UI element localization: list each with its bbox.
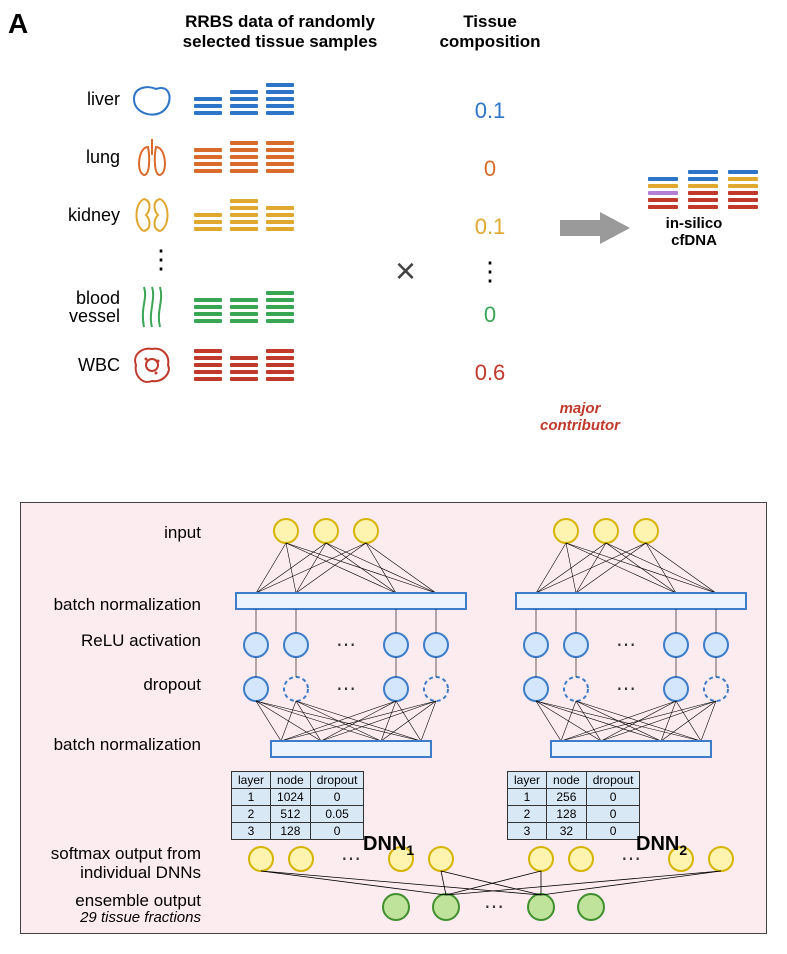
cfdna-label-1: in-silico	[666, 215, 723, 232]
label-relu: ReLU activation	[21, 631, 213, 651]
label-dropout: dropout	[21, 675, 213, 695]
label-softmax: softmax output from individual DNNs	[21, 845, 213, 882]
nn-diagram: ⋯⋯⋯⋯⋯⋯⋯	[216, 509, 756, 929]
svg-text:⋯: ⋯	[616, 678, 636, 700]
tissue-rows: liverlungkidney⋮bloodvesselWBC	[40, 70, 294, 394]
tissue-row: bloodvessel	[40, 278, 294, 336]
tissue-row: WBC	[40, 336, 294, 394]
blood-vessel-icon	[128, 283, 176, 331]
dnn1-spec-table: layernodedropout11024025120.0531280	[231, 771, 364, 840]
composition-column: 0.100.1⋮00.6	[455, 82, 525, 402]
tissue-row: kidney	[40, 186, 294, 244]
dnn1-name: DNN1	[363, 833, 414, 858]
major-contributor-note: majorcontributor	[530, 400, 630, 434]
liver-icon	[128, 75, 176, 123]
arrow-icon	[560, 210, 630, 246]
top-panel: RRBS data of randomly selected tissue sa…	[0, 0, 787, 502]
svg-text:⋯: ⋯	[336, 678, 356, 700]
label-ensemble: ensemble output	[21, 891, 213, 911]
multiply-symbol: ×	[395, 250, 416, 292]
dnn2-name: DNN2	[636, 833, 687, 858]
tissue-row: liver	[40, 70, 294, 128]
lung-icon	[128, 133, 176, 181]
label-bn2: batch normalization	[21, 735, 213, 755]
tissue-row: lung	[40, 128, 294, 186]
WBC-icon	[128, 341, 176, 389]
heading-rrbs: RRBS data of randomly selected tissue sa…	[170, 12, 390, 52]
label-input: input	[21, 523, 213, 543]
svg-text:⋯: ⋯	[616, 634, 636, 656]
heading-composition: Tissue composition	[420, 12, 560, 52]
cfdna-label-2: cfDNA	[671, 232, 717, 249]
label-ensemble-sub: 29 tissue fractions	[21, 909, 213, 926]
cfdna-result: in-silico cfDNA	[630, 170, 758, 249]
svg-text:⋯: ⋯	[484, 896, 504, 918]
kidney-icon	[128, 191, 176, 239]
dnn2-spec-table: layernodedropout12560212803320	[507, 771, 640, 840]
svg-text:⋯: ⋯	[336, 634, 356, 656]
svg-text:⋯: ⋯	[341, 848, 361, 870]
nn-panel: input batch normalization ReLU activatio…	[20, 502, 767, 934]
label-bn1: batch normalization	[21, 595, 213, 615]
